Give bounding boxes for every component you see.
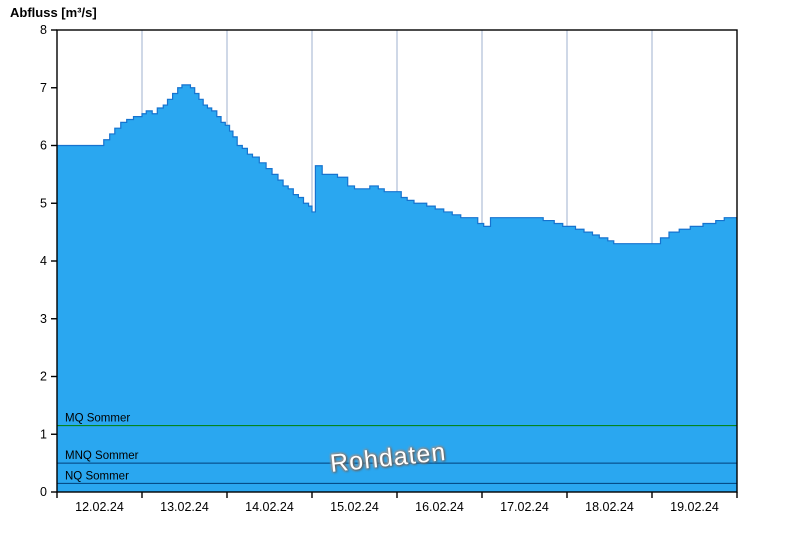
chart-title: Abfluss [m³/s] bbox=[10, 5, 97, 20]
discharge-step-line bbox=[57, 84, 737, 245]
x-tick-label: 19.02.24 bbox=[670, 500, 719, 514]
x-tick-label: 18.02.24 bbox=[585, 500, 634, 514]
x-tick-label: 12.02.24 bbox=[75, 500, 124, 514]
y-tick-label: 2 bbox=[40, 370, 47, 384]
y-tick-label: 0 bbox=[40, 485, 47, 499]
ref-line-label: NQ Sommer bbox=[65, 470, 129, 482]
y-tick-label: 7 bbox=[40, 81, 47, 95]
y-tick-label: 5 bbox=[40, 196, 47, 210]
discharge-area bbox=[57, 84, 737, 493]
y-tick-label: 1 bbox=[40, 427, 47, 441]
x-tick-label: 14.02.24 bbox=[245, 500, 294, 514]
y-tick-label: 3 bbox=[40, 312, 47, 326]
ref-line-label: MQ Sommer bbox=[65, 413, 130, 425]
x-tick-label: 16.02.24 bbox=[415, 500, 464, 514]
y-tick-label: 8 bbox=[40, 23, 47, 37]
y-tick-label: 6 bbox=[40, 139, 47, 153]
x-tick-label: 13.02.24 bbox=[160, 500, 209, 514]
y-tick-label: 4 bbox=[40, 254, 47, 268]
x-tick-label: 15.02.24 bbox=[330, 500, 379, 514]
ref-line-label: MNQ Sommer bbox=[65, 450, 139, 462]
x-tick-label: 17.02.24 bbox=[500, 500, 549, 514]
